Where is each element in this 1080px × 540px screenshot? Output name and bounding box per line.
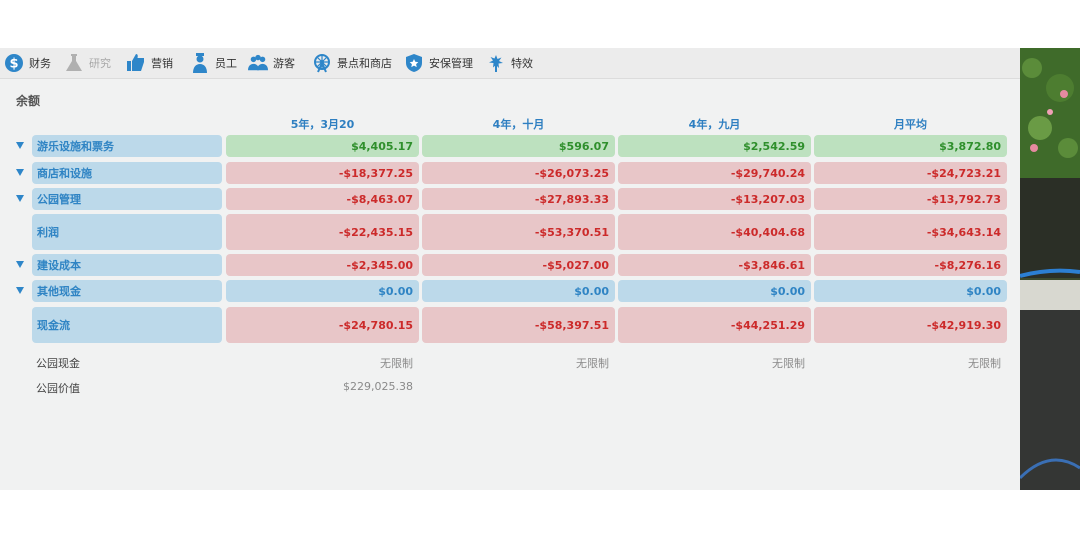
tab-guests[interactable]: 游客 (248, 51, 295, 75)
row-label: 利润 (32, 214, 222, 250)
value-cell: -$44,251.29 (618, 307, 811, 343)
value-cell: -$58,397.51 (422, 307, 615, 343)
value-cell: -$8,276.16 (814, 254, 1007, 276)
value-cell: $0.00 (618, 280, 811, 302)
park-cash-value: 无限制 (772, 357, 805, 370)
fireworks-icon (486, 53, 506, 73)
tab-effects[interactable]: 特效 (486, 51, 533, 75)
value-cell: $596.07 (422, 135, 615, 157)
game-world-background (1020, 48, 1080, 490)
tab-label: 员工 (215, 57, 237, 70)
guests-icon (248, 53, 268, 73)
tab-label: 研究 (89, 57, 111, 70)
ferris-wheel-icon (312, 53, 332, 73)
value-cell: -$40,404.68 (618, 214, 811, 250)
value-cell: $3,872.80 (814, 135, 1007, 157)
value-cell: -$53,370.51 (422, 214, 615, 250)
park-value-label: 公园价值 (36, 382, 80, 395)
section-title: 余额 (16, 94, 41, 108)
tab-label: 安保管理 (429, 57, 473, 70)
tab-staff[interactable]: 员工 (190, 51, 237, 75)
expand-arrow-icon[interactable] (16, 142, 24, 149)
value-cell: -$26,073.25 (422, 162, 615, 184)
column-header: 5年，3月20 (290, 118, 355, 131)
value-cell: $0.00 (226, 280, 419, 302)
expand-arrow-icon[interactable] (16, 287, 24, 294)
expand-arrow-icon[interactable] (16, 195, 24, 202)
row-label[interactable]: 公园管理 (32, 188, 222, 210)
row-label[interactable]: 建设成本 (32, 254, 222, 276)
value-cell: -$18,377.25 (226, 162, 419, 184)
tab-label: 财务 (29, 57, 51, 70)
tab-marketing[interactable]: 营销 (126, 51, 173, 75)
park-cash-label: 公园现金 (36, 357, 80, 370)
tab-label: 景点和商店 (337, 57, 392, 70)
row-label[interactable]: 其他现金 (32, 280, 222, 302)
value-cell: $0.00 (814, 280, 1007, 302)
expand-arrow-icon[interactable] (16, 261, 24, 268)
column-header: 月平均 (894, 118, 927, 131)
value-cell: -$24,723.21 (814, 162, 1007, 184)
value-cell: -$2,345.00 (226, 254, 419, 276)
park-cash-value: 无限制 (576, 357, 609, 370)
value-cell: -$29,740.24 (618, 162, 811, 184)
value-cell: -$13,792.73 (814, 188, 1007, 210)
staff-icon (190, 53, 210, 73)
tab-security[interactable]: 安保管理 (404, 51, 473, 75)
park-value-amount: $229,025.38 (343, 380, 413, 393)
tab-attractions-shops[interactable]: 景点和商店 (312, 51, 392, 75)
svg-text:$: $ (9, 57, 18, 72)
tab-research[interactable]: 研究 (64, 51, 111, 75)
value-cell: -$42,919.30 (814, 307, 1007, 343)
tab-finance[interactable]: $ 财务 (4, 51, 51, 75)
row-label: 现金流 (32, 307, 222, 343)
column-header: 4年，九月 (688, 118, 741, 131)
value-cell: $0.00 (422, 280, 615, 302)
finance-panel: $ 财务 研究 营销 员工 (0, 48, 1020, 490)
value-cell: -$24,780.15 (226, 307, 419, 343)
flask-icon (64, 53, 84, 73)
thumbs-up-icon (126, 53, 146, 73)
tab-label: 游客 (273, 57, 295, 70)
value-cell: -$13,207.03 (618, 188, 811, 210)
value-cell: -$5,027.00 (422, 254, 615, 276)
value-cell: -$34,643.14 (814, 214, 1007, 250)
value-cell: -$22,435.15 (226, 214, 419, 250)
row-label[interactable]: 游乐设施和票务 (32, 135, 222, 157)
tab-label: 特效 (511, 57, 533, 70)
value-cell: -$3,846.61 (618, 254, 811, 276)
value-cell: -$8,463.07 (226, 188, 419, 210)
column-header: 4年，十月 (492, 118, 545, 131)
park-cash-value: 无限制 (380, 357, 413, 370)
expand-arrow-icon[interactable] (16, 169, 24, 176)
tab-bar: $ 财务 研究 营销 员工 (0, 48, 1020, 79)
park-cash-value: 无限制 (968, 357, 1001, 370)
value-cell: -$27,893.33 (422, 188, 615, 210)
value-cell: $4,405.17 (226, 135, 419, 157)
row-label[interactable]: 商店和设施 (32, 162, 222, 184)
value-cell: $2,542.59 (618, 135, 811, 157)
tab-label: 营销 (151, 57, 173, 70)
dollar-icon: $ (4, 53, 24, 73)
shield-icon (404, 53, 424, 73)
